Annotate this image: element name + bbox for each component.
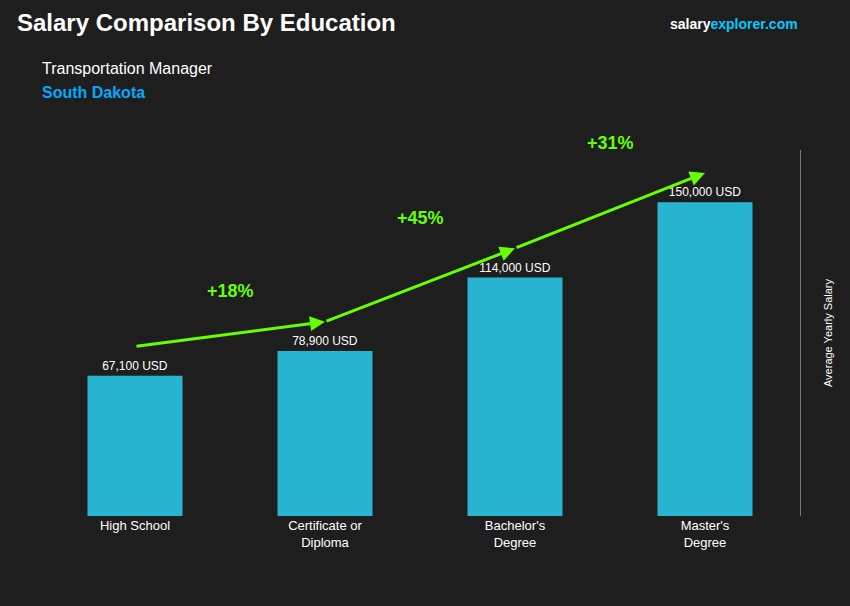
svg-text:Average Yearly Salary: Average Yearly Salary (822, 278, 834, 387)
svg-text:+18%: +18% (207, 281, 254, 301)
svg-text:114,000 USD: 114,000 USD (479, 261, 550, 275)
svg-text:67,100 USD: 67,100 USD (102, 359, 168, 373)
svg-text:78,900 USD: 78,900 USD (292, 334, 358, 348)
svg-text:Master'sDegree: Master'sDegree (681, 518, 730, 550)
svg-text:+31%: +31% (587, 133, 634, 153)
svg-text:South Dakota: South Dakota (42, 84, 145, 101)
svg-text:Certificate orDiploma: Certificate orDiploma (288, 518, 362, 550)
svg-text:High School: High School (100, 518, 170, 533)
svg-text:150,000 USD: 150,000 USD (669, 185, 741, 199)
svg-text:Bachelor'sDegree: Bachelor'sDegree (485, 518, 546, 550)
svg-text:Salary Comparison By Education: Salary Comparison By Education (17, 9, 396, 36)
svg-text:salaryexplorer.com: salaryexplorer.com (670, 16, 798, 32)
svg-text:Transportation Manager: Transportation Manager (42, 60, 213, 77)
svg-text:+45%: +45% (397, 208, 444, 228)
